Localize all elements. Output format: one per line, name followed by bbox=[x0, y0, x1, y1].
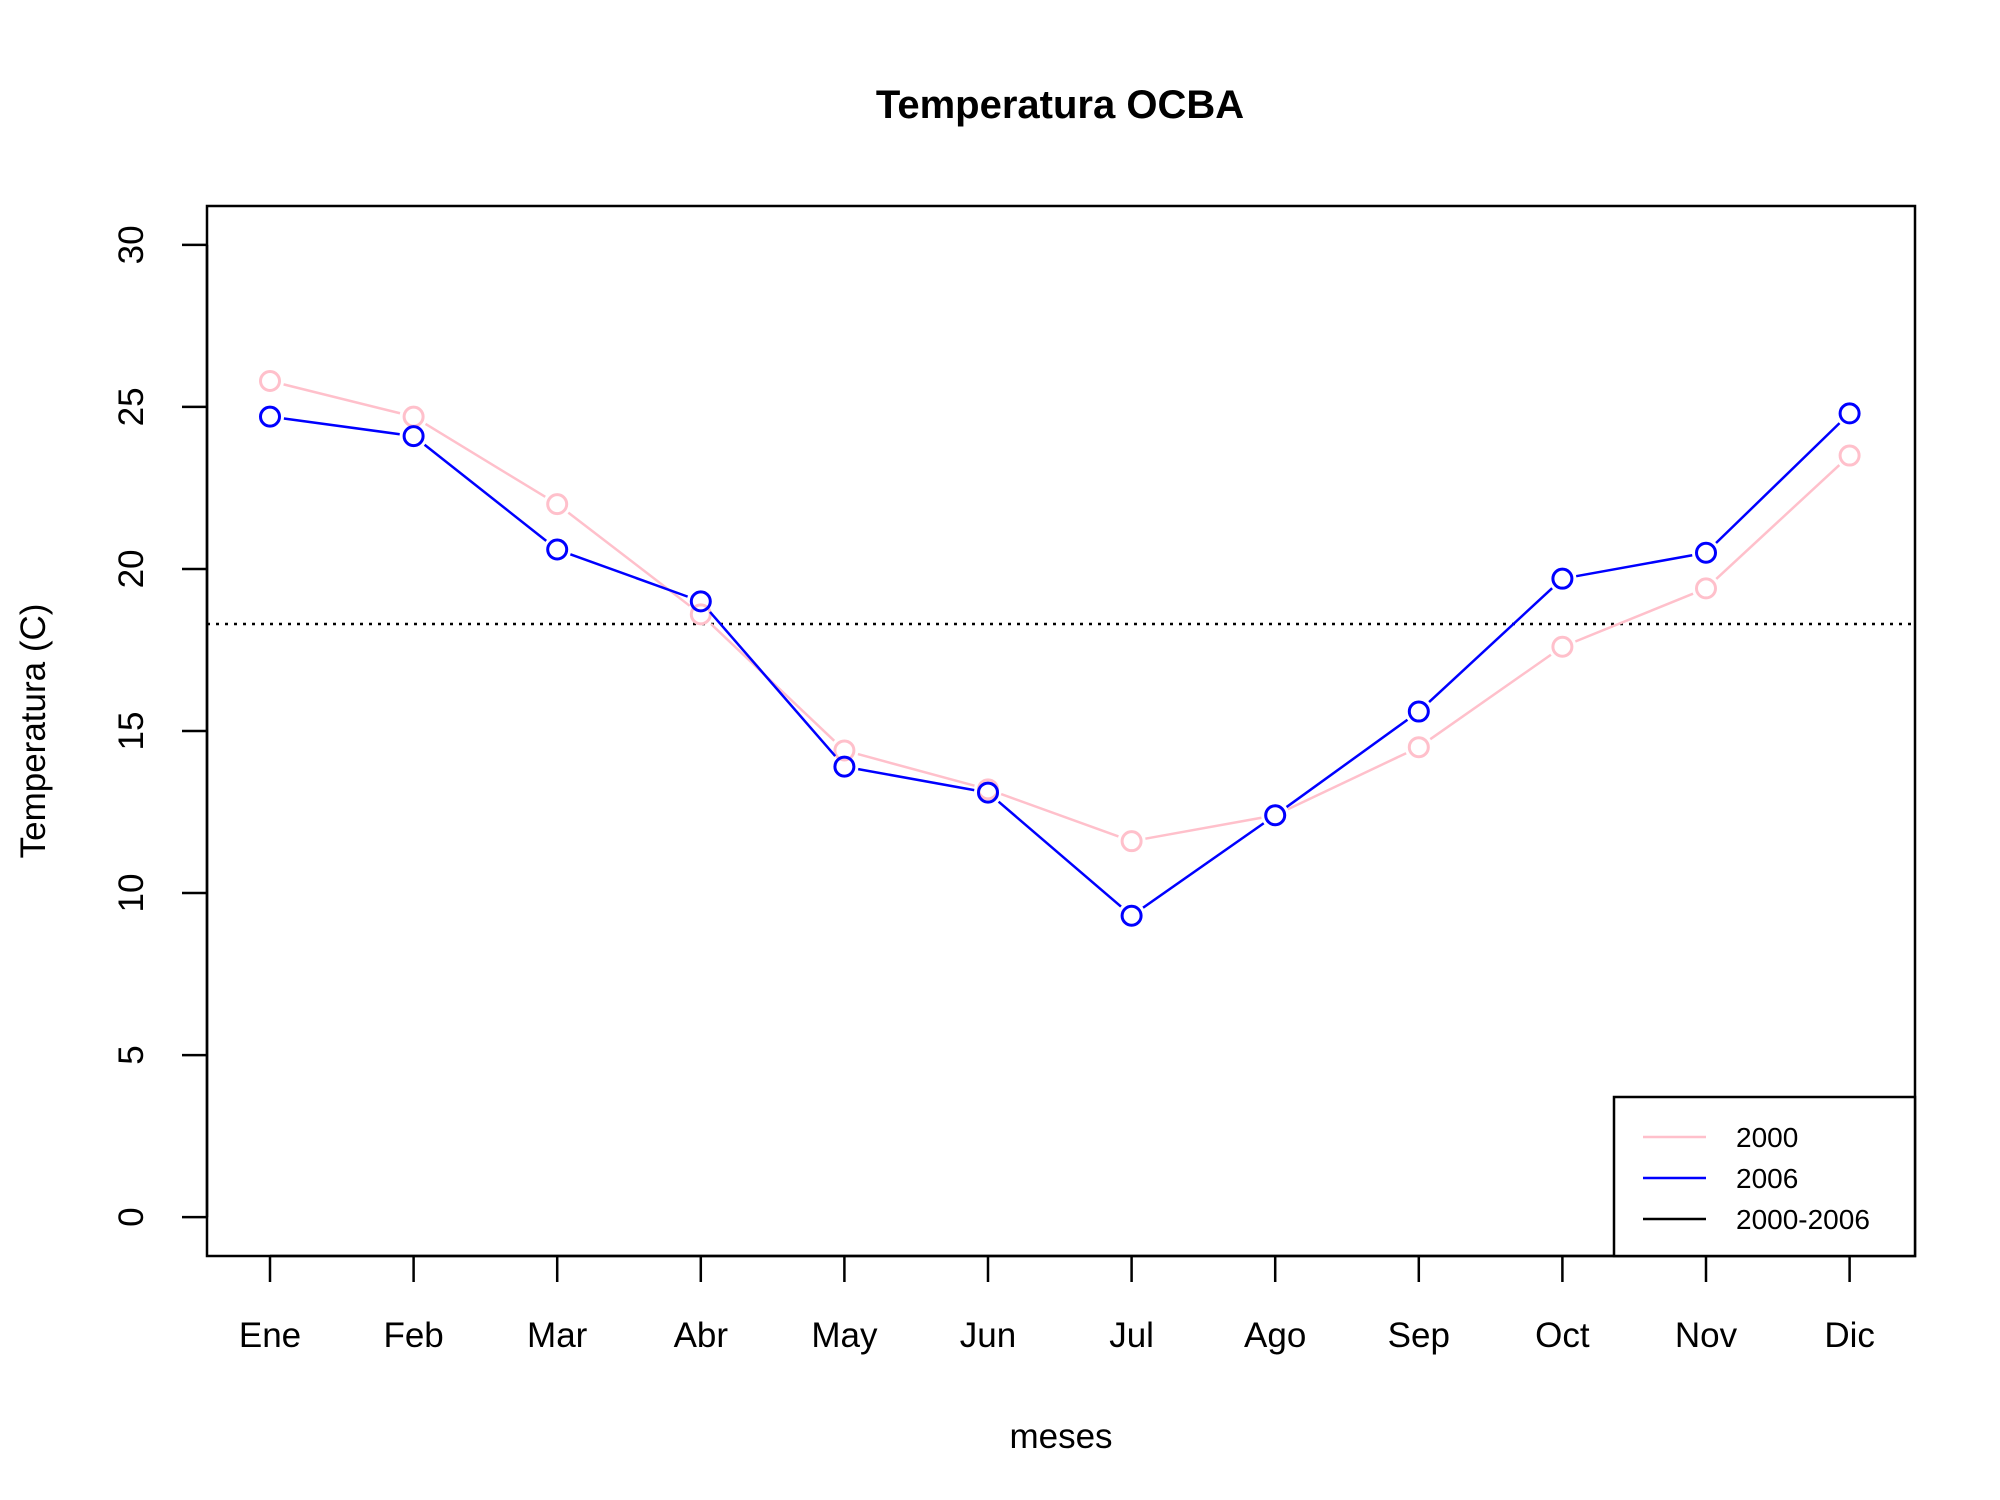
x-tick-label-nov: Nov bbox=[1675, 1316, 1738, 1355]
series-2000-segment-5 bbox=[1000, 792, 1119, 838]
series-2006-point-dic bbox=[1838, 402, 1861, 425]
legend-label-2006: 2006 bbox=[1736, 1163, 1798, 1194]
y-tick-label-30: 30 bbox=[112, 225, 151, 264]
series-2006-point-ene bbox=[259, 405, 281, 428]
series-2000-segment-8 bbox=[1429, 653, 1552, 741]
series-2006-point-may bbox=[833, 755, 856, 778]
y-tick-label-10: 10 bbox=[112, 874, 151, 913]
chart-title: Temperatura OCBA bbox=[876, 83, 1244, 127]
series-2006-segment-3 bbox=[709, 611, 837, 757]
legend-label-2000-2006: 2000-2006 bbox=[1736, 1204, 1870, 1235]
x-tick-label-jun: Jun bbox=[960, 1316, 1016, 1355]
legend-label-2000: 2000 bbox=[1736, 1122, 1798, 1153]
series-2000-point-mar bbox=[546, 493, 569, 516]
series-2000-point-may bbox=[833, 739, 856, 762]
series-layer bbox=[259, 370, 1861, 927]
series-2000-segment-10 bbox=[1715, 464, 1841, 580]
series-2000-point-ene bbox=[259, 370, 281, 392]
series-2000-point-oct bbox=[1551, 635, 1574, 658]
series-2006-segment-4 bbox=[857, 767, 975, 792]
series-2006-segment-2 bbox=[569, 553, 689, 598]
series-2000-segment-1 bbox=[424, 422, 546, 498]
y-tick-label-5: 5 bbox=[112, 1045, 151, 1064]
series-2000-segment-7 bbox=[1287, 752, 1407, 811]
series-2000-point-sep bbox=[1407, 736, 1430, 759]
x-tick-label-jul: Jul bbox=[1109, 1316, 1154, 1355]
x-tick-label-mar: Mar bbox=[527, 1316, 588, 1355]
x-tick-label-ago: Ago bbox=[1244, 1316, 1306, 1355]
series-2006 bbox=[259, 402, 1861, 927]
series-2006-segment-8 bbox=[1428, 587, 1553, 703]
series-2006-segment-6 bbox=[1142, 822, 1265, 909]
series-2000-segment-0 bbox=[283, 383, 401, 415]
series-2006-point-sep bbox=[1407, 700, 1430, 723]
series-2000-segment-6 bbox=[1145, 816, 1262, 840]
series-2006-segment-0 bbox=[283, 417, 400, 436]
series-2006-segment-1 bbox=[423, 443, 547, 542]
series-2000-point-dic bbox=[1838, 444, 1861, 467]
series-2006-point-oct bbox=[1551, 567, 1574, 590]
series-2006-point-abr bbox=[689, 590, 712, 613]
y-tick-label-20: 20 bbox=[112, 549, 151, 588]
series-2000-point-jul bbox=[1120, 830, 1143, 853]
series-2006-point-jul bbox=[1120, 904, 1143, 927]
series-2006-point-ago bbox=[1264, 804, 1287, 827]
legend: 2000 2006 2000-2006 bbox=[1612, 1095, 1917, 1258]
y-tick-label-15: 15 bbox=[112, 712, 151, 751]
series-2000-segment-9 bbox=[1574, 592, 1694, 643]
x-tick-label-feb: Feb bbox=[383, 1316, 443, 1355]
legend-box bbox=[1612, 1095, 1917, 1258]
series-2006-segment-9 bbox=[1575, 554, 1693, 578]
x-tick-label-sep: Sep bbox=[1388, 1316, 1450, 1355]
x-tick-label-dic: Dic bbox=[1824, 1316, 1875, 1355]
series-2000-point-nov bbox=[1695, 577, 1717, 600]
series-2000-segment-4 bbox=[857, 752, 975, 787]
x-tick-label-may: May bbox=[811, 1316, 878, 1355]
y-tick-label-0: 0 bbox=[112, 1207, 151, 1226]
series-2006-point-feb bbox=[402, 425, 425, 448]
x-axis-label: meses bbox=[1009, 1417, 1112, 1456]
series-2006-segment-7 bbox=[1285, 718, 1409, 809]
x-tick-label-oct: Oct bbox=[1535, 1316, 1590, 1355]
y-tick-label-25: 25 bbox=[112, 387, 151, 426]
series-2000-point-abr bbox=[689, 603, 712, 626]
series-2006-segment-5 bbox=[997, 800, 1122, 908]
x-axis: Ene Feb Mar Abr May Jun Jul Ago Sep Oct Nov Dic bbox=[239, 1254, 1875, 1355]
series-2006-point-jun bbox=[977, 781, 999, 804]
x-tick-label-abr: Abr bbox=[674, 1316, 729, 1355]
series-2006-segment-10 bbox=[1715, 422, 1841, 544]
series-2006-point-nov bbox=[1695, 541, 1717, 564]
series-2006-point-mar bbox=[546, 538, 569, 561]
y-axis-label: Temperatura (C) bbox=[14, 604, 53, 859]
x-tick-label-ene: Ene bbox=[239, 1316, 301, 1355]
y-axis: 0 5 10 15 20 25 30 bbox=[112, 225, 209, 1227]
